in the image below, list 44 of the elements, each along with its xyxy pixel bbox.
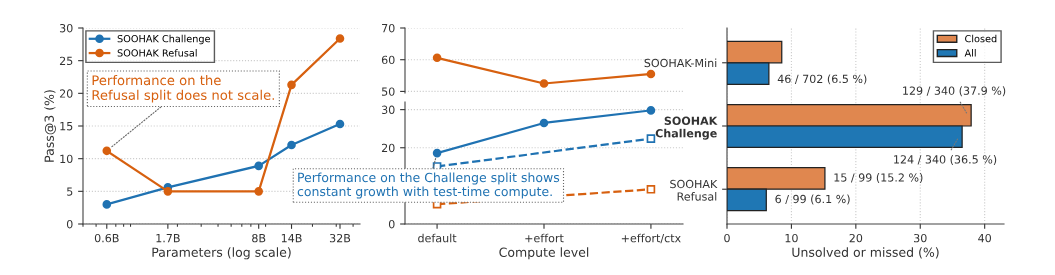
data-label: 129 / 340 (37.9 %) [903, 86, 1006, 97]
x-axis-title: Unsolved or missed (%) [792, 247, 939, 259]
x-tick-label: 30 [914, 233, 927, 243]
y-tick-label: SOOHAK Refusal [670, 179, 718, 201]
annotation: Performance on the Refusal split does not scale. [92, 74, 274, 103]
data-label: 15 / 99 (15.2 %) [834, 173, 923, 184]
data-label: 124 / 340 (36.5 %) [894, 154, 997, 165]
y-tick-label: 30 [381, 105, 395, 114]
x-tick-label: 10 [785, 233, 798, 243]
x-tick-label: +effort/ctx [621, 233, 681, 244]
x-tick-label: 14B [281, 234, 302, 243]
y-tick-label: 0 [388, 219, 395, 229]
x-tick-label: 8B [252, 233, 266, 243]
x-tick-label: 1.7B [156, 234, 180, 243]
y-tick-label: 10 [60, 154, 73, 164]
x-tick-label: 32B [329, 233, 351, 243]
y-tick-label: 20 [59, 89, 73, 98]
legend-label: SOOHAK Refusal [117, 49, 197, 57]
x-tick-label: default [418, 233, 457, 243]
x-axis-title: Parameters (log scale) [152, 247, 291, 260]
x-tick-label: 0 [724, 233, 730, 243]
x-tick-label: 20 [849, 233, 863, 243]
annotation: Performance on the Challenge split shows constant growth with test-time compute. [297, 172, 560, 199]
y-tick-label: 60 [381, 55, 395, 65]
y-axis-title: Pass@3 (%) [44, 90, 56, 162]
y-tick-label: 0 [66, 219, 73, 229]
legend-label: Closed [965, 34, 997, 43]
y-tick-label: 70 [382, 23, 395, 33]
x-tick-label: +effort [525, 233, 564, 243]
x-axis-title: Compute level [499, 247, 589, 260]
data-label: 6 / 99 (6.1 %) [775, 194, 850, 205]
legend-label: All [964, 49, 976, 57]
y-tick-label: SOOHAK Challenge [655, 116, 718, 140]
y-tick-label: 15 [60, 122, 73, 131]
data-label: 46 / 702 (6.5 %) [777, 74, 867, 85]
legend-label: SOOHAK Challenge [117, 34, 211, 45]
y-tick-label: 50 [382, 87, 395, 96]
x-tick-label: 0.6B [94, 233, 119, 243]
y-tick-label: 20 [381, 143, 395, 153]
y-tick-label: 30 [59, 23, 73, 33]
y-tick-label: 25 [59, 56, 73, 66]
x-tick-label: 40 [978, 233, 992, 243]
y-tick-label: 5 [67, 187, 73, 196]
y-tick-label: SOOHAK-Mini [644, 58, 717, 68]
